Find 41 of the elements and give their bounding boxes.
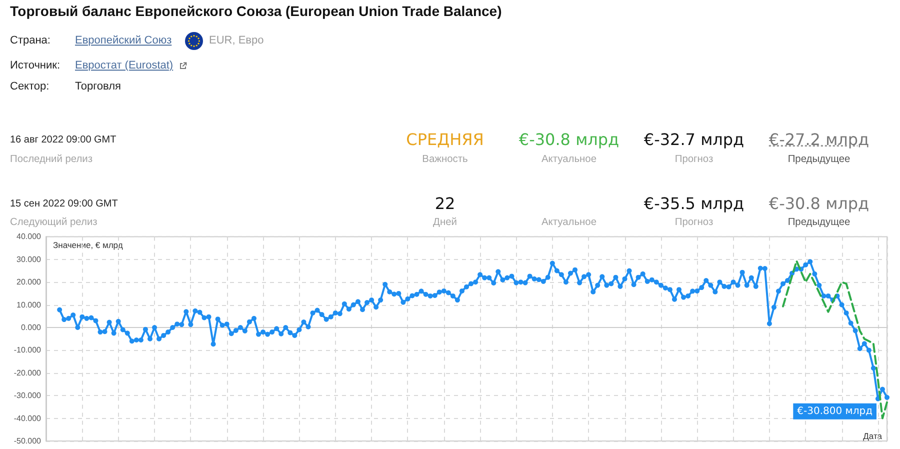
text: €-35.5 млрд <box>644 194 744 214</box>
text: Прогноз <box>674 217 714 229</box>
text: 22 <box>434 194 456 214</box>
text: 15 сен 2022 09:00 GMT <box>10 198 118 210</box>
y-tick-label: -50.000 <box>14 436 42 446</box>
text: EUR, Евро <box>209 34 264 48</box>
y-tick-label: -20.000 <box>14 368 42 378</box>
y-tick-label: 20.000 <box>16 278 42 287</box>
y-tick-label: -10.000 <box>14 346 42 355</box>
line-series <box>782 260 888 420</box>
data-label: €-30.800 млрд <box>797 406 873 417</box>
text: 16 авг 2022 09:00 GMT <box>10 134 116 146</box>
text: Следующий релиз <box>10 217 98 229</box>
text: €-30.8 млрд <box>518 130 620 150</box>
y-tick-label: -30.000 <box>14 391 42 400</box>
y-tick-label: 30.000 <box>16 254 42 264</box>
y-tick-label: -40.000 <box>14 414 42 423</box>
y-tick-label: 40.000 <box>16 232 42 242</box>
text: Важность <box>422 154 468 166</box>
text: Евростат (Eurostat) <box>75 60 174 72</box>
y-tick-label: 10.000 <box>16 300 42 310</box>
y-tick-label: 0.000 <box>20 323 42 332</box>
text: Предыдущее <box>788 154 850 166</box>
text: €-27.2 млрд <box>768 130 870 150</box>
text: Прогноз <box>674 154 714 166</box>
text: €-30.8 млрд <box>768 194 870 214</box>
text: Торговля <box>75 80 121 94</box>
chart-title: Торговый баланс Европейского Союза (European Union Trade Balance) <box>10 3 502 20</box>
text: Сектор: <box>10 80 50 94</box>
text: Страна: <box>10 34 50 48</box>
text: Актуальное <box>541 217 597 229</box>
text: Предыдущее <box>788 217 850 229</box>
text: СРЕДНЯЯ <box>406 130 484 150</box>
y-axis-title: Значение, € млрд <box>53 240 123 250</box>
text: Европейский Союз <box>75 34 172 48</box>
text: Актуальное <box>541 154 597 166</box>
x-axis-title: Дата <box>863 431 882 441</box>
text: Дней <box>433 217 457 229</box>
text: €-32.7 млрд <box>644 130 744 150</box>
text: Источник: <box>10 60 60 72</box>
text: Последний релиз <box>10 154 93 166</box>
